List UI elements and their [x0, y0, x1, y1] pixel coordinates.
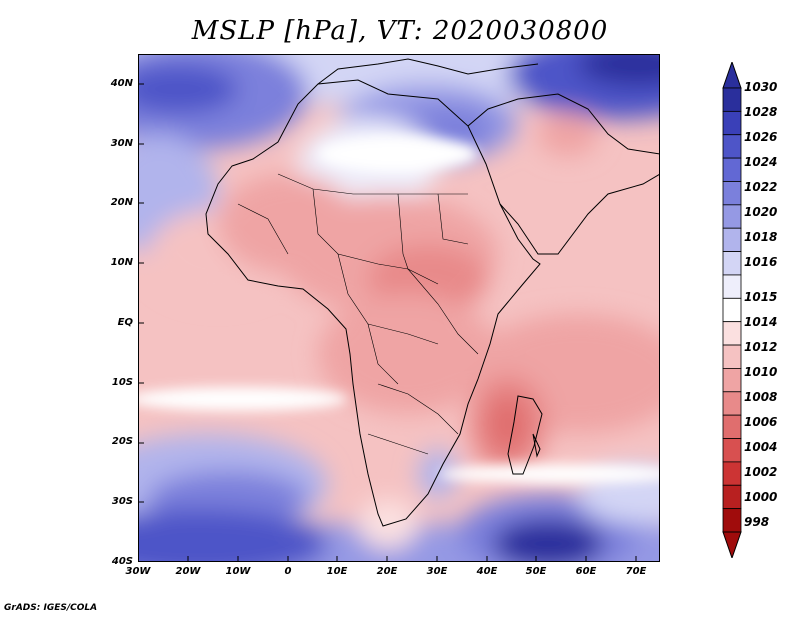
map-frame [138, 54, 660, 562]
colorbar-label-1028: 1028 [744, 105, 778, 119]
lon-label-50e: 50E [525, 566, 547, 577]
lon-label-30w: 30W [125, 566, 151, 577]
colorbar-label-1010: 1010 [744, 365, 778, 379]
colorbar-min-arrow [722, 531, 742, 558]
colorbar-label-1014: 1014 [744, 315, 778, 329]
colorbar-label-1000: 1000 [744, 490, 778, 504]
lat-label-40s: 40S [111, 556, 133, 567]
coastlines [205, 58, 660, 527]
ridge-bands [138, 136, 660, 484]
colorbar-swatch [722, 508, 742, 533]
colorbar-swatch [722, 414, 742, 439]
colorbar-swatch [722, 438, 742, 463]
colorbar-label-998: 998 [744, 515, 770, 529]
colorbar-swatch [722, 134, 742, 159]
colorbar-swatch [722, 157, 742, 182]
colorbar-swatch [722, 227, 742, 252]
lon-label-70e: 70E [625, 566, 647, 577]
colorbar-swatch [722, 321, 742, 346]
colorbar [722, 62, 742, 558]
map-title: MSLP [hPa], VT: 2020030800 [191, 16, 609, 46]
lat-label-30s: 30S [111, 496, 133, 507]
country-borders [237, 173, 479, 455]
lat-label-30n: 30N [110, 138, 133, 149]
colorbar-swatch [722, 391, 742, 416]
colorbar-label-1015: 1015 [744, 290, 778, 304]
colorbar-swatch [722, 297, 742, 323]
lat-label-20s: 20S [111, 436, 133, 447]
colorbar-label-1012: 1012 [744, 340, 778, 354]
colorbar-label-1026: 1026 [744, 130, 778, 144]
lon-label-10e: 10E [326, 566, 348, 577]
lon-label-30e: 30E [426, 566, 448, 577]
colorbar-label-1016: 1016 [744, 255, 778, 269]
colorbar-label-1020: 1020 [744, 205, 778, 219]
colorbar-swatch [722, 181, 742, 206]
lat-label-20n: 20N [110, 197, 133, 208]
lon-label-20w: 20W [175, 566, 201, 577]
colorbar-label-1008: 1008 [744, 390, 778, 404]
colorbar-label-1022: 1022 [744, 180, 778, 194]
pressure-map [138, 54, 660, 562]
colorbar-swatch [722, 368, 742, 393]
colorbar-max-arrow [722, 62, 742, 89]
colorbar-label-1002: 1002 [744, 465, 778, 479]
colorbar-swatch [722, 484, 742, 510]
colorbar-swatch [722, 251, 742, 276]
lon-label-0: 0 [284, 566, 292, 577]
lat-label-eq: EQ [117, 317, 133, 328]
lon-label-20e: 20E [376, 566, 398, 577]
colorbar-label-1030: 1030 [744, 80, 778, 94]
lat-label-10s: 10S [111, 377, 133, 388]
colorbar-swatch [722, 87, 742, 112]
colorbar-swatch [722, 204, 742, 229]
colorbar-swatch [722, 344, 742, 369]
lon-label-40e: 40E [476, 566, 498, 577]
colorbar-label-1024: 1024 [744, 155, 778, 169]
axis-ticks [138, 83, 637, 562]
lon-label-60e: 60E [575, 566, 597, 577]
colorbar-label-1018: 1018 [744, 230, 778, 244]
lat-label-40n: 40N [110, 78, 133, 89]
map-canvas [138, 54, 660, 562]
colorbar-label-1006: 1006 [744, 415, 778, 429]
colorbar-label-1004: 1004 [744, 440, 778, 454]
colorbar-swatch [722, 274, 742, 299]
colorbar-swatch [722, 110, 742, 136]
colorbar-swatch [722, 461, 742, 486]
grads-credit: GrADS: IGES/COLA [4, 603, 98, 613]
lat-label-10n: 10N [110, 257, 133, 268]
lon-label-10w: 10W [225, 566, 251, 577]
